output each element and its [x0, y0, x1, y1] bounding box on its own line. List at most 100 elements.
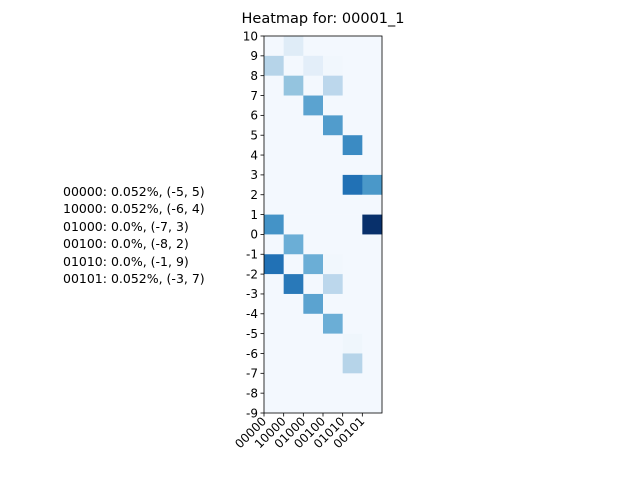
y-tick-label: 7: [250, 89, 258, 103]
heatmap-cell: [283, 95, 304, 116]
chart-title: Heatmap for: 00001_1: [241, 11, 405, 27]
heatmap-cell: [264, 353, 284, 374]
heatmap-cell: [342, 234, 363, 255]
heatmap-cell: [323, 115, 343, 136]
heatmap-cell: [303, 115, 324, 136]
heatmap-cell: [283, 214, 304, 235]
heatmap-cell: [303, 194, 324, 215]
y-tick-label: 4: [250, 148, 258, 162]
heatmap-cell: [264, 155, 284, 176]
heatmap-cell: [283, 75, 304, 96]
heatmap-cell: [283, 293, 304, 315]
heatmap-cell: [342, 274, 363, 295]
heatmap-cell: [362, 155, 383, 176]
heatmap-cell: [264, 313, 284, 334]
heatmap-cell: [323, 174, 343, 196]
heatmap-cell: [362, 274, 383, 295]
heatmap-cell: [303, 36, 324, 57]
y-tick-label: 9: [250, 49, 258, 63]
y-tick-label: -3: [246, 287, 258, 301]
heatmap-cell: [362, 293, 383, 315]
heatmap-cell: [323, 194, 343, 215]
annotation-item: 10000: 0.052%, (-6, 4): [63, 201, 205, 217]
heatmap-cell: [283, 313, 304, 334]
heatmap-cell: [342, 353, 363, 374]
heatmap-cell: [323, 254, 343, 275]
heatmap-cell: [264, 194, 284, 215]
heatmap-cell: [362, 174, 383, 196]
heatmap-cell: [303, 214, 324, 235]
heatmap-cell: [342, 254, 363, 275]
heatmap-cell: [342, 75, 363, 96]
heatmap-cell: [264, 333, 284, 354]
annotation-item: 00100: 0.0%, (-8, 2): [63, 236, 189, 252]
heatmap-cell: [303, 155, 324, 176]
heatmap-cell: [283, 174, 304, 196]
heatmap-cell: [264, 373, 284, 394]
heatmap-cell: [303, 293, 324, 315]
y-tick-label: -8: [246, 386, 258, 400]
heatmap-cell: [362, 55, 383, 76]
heatmap-cell: [342, 333, 363, 354]
heatmap-cell: [342, 293, 363, 315]
heatmap-cell: [303, 274, 324, 295]
heatmap-cell: [264, 214, 284, 235]
heatmap-cell: [342, 174, 363, 196]
heatmap-cell: [283, 393, 304, 414]
heatmap-cell: [362, 194, 383, 215]
heatmap-cell: [303, 373, 324, 394]
heatmap-cell: [264, 36, 284, 57]
heatmap-cell: [264, 95, 284, 116]
heatmap-cell: [323, 333, 343, 354]
heatmap-cell: [323, 155, 343, 176]
heatmap-cell: [323, 274, 343, 295]
heatmap-cell: [303, 75, 324, 96]
heatmap-cell: [264, 75, 284, 96]
annotation-item: 00101: 0.052%, (-3, 7): [63, 271, 205, 287]
heatmap-cell: [303, 234, 324, 255]
heatmap-cell: [323, 393, 343, 414]
heatmap-cells: [264, 36, 383, 414]
heatmap-cell: [264, 115, 284, 136]
heatmap-cell: [283, 333, 304, 354]
heatmap-cell: [323, 353, 343, 374]
heatmap-cell: [342, 95, 363, 116]
heatmap-cell: [283, 115, 304, 136]
heatmap-cell: [362, 234, 383, 255]
heatmap-cell: [342, 393, 363, 414]
heatmap-cell: [303, 254, 324, 275]
heatmap-cell: [362, 393, 383, 414]
heatmap-cell: [283, 234, 304, 255]
heatmap-cell: [323, 75, 343, 96]
y-tick-label: 10: [243, 29, 258, 43]
y-tick-label: 3: [250, 168, 258, 182]
heatmap-cell: [283, 36, 304, 57]
y-tick-label: 6: [250, 109, 258, 123]
y-tick-label: 5: [250, 129, 258, 143]
heatmap-cell: [303, 95, 324, 116]
heatmap-cell: [342, 55, 363, 76]
heatmap-cell: [342, 115, 363, 136]
heatmap-cell: [283, 155, 304, 176]
heatmap-cell: [362, 313, 383, 334]
heatmap-cell: [323, 135, 343, 156]
heatmap-cell: [323, 313, 343, 334]
heatmap-cell: [283, 353, 304, 374]
heatmap-cell: [362, 373, 383, 394]
heatmap-cell: [342, 214, 363, 235]
y-tick-label: -2: [246, 267, 258, 281]
y-tick-label: -9: [246, 406, 258, 420]
heatmap-cell: [323, 36, 343, 57]
heatmap-cell: [342, 373, 363, 394]
heatmap-cell: [342, 135, 363, 156]
heatmap-cell: [362, 353, 383, 374]
heatmap-cell: [264, 293, 284, 315]
heatmap-cell: [303, 174, 324, 196]
y-tick-label: -4: [246, 307, 258, 321]
heatmap-cell: [362, 333, 383, 354]
heatmap-cell: [362, 36, 383, 57]
annotation-item: 00000: 0.052%, (-5, 5): [63, 184, 205, 199]
annotation-item: 01000: 0.0%, (-7, 3): [63, 218, 189, 234]
